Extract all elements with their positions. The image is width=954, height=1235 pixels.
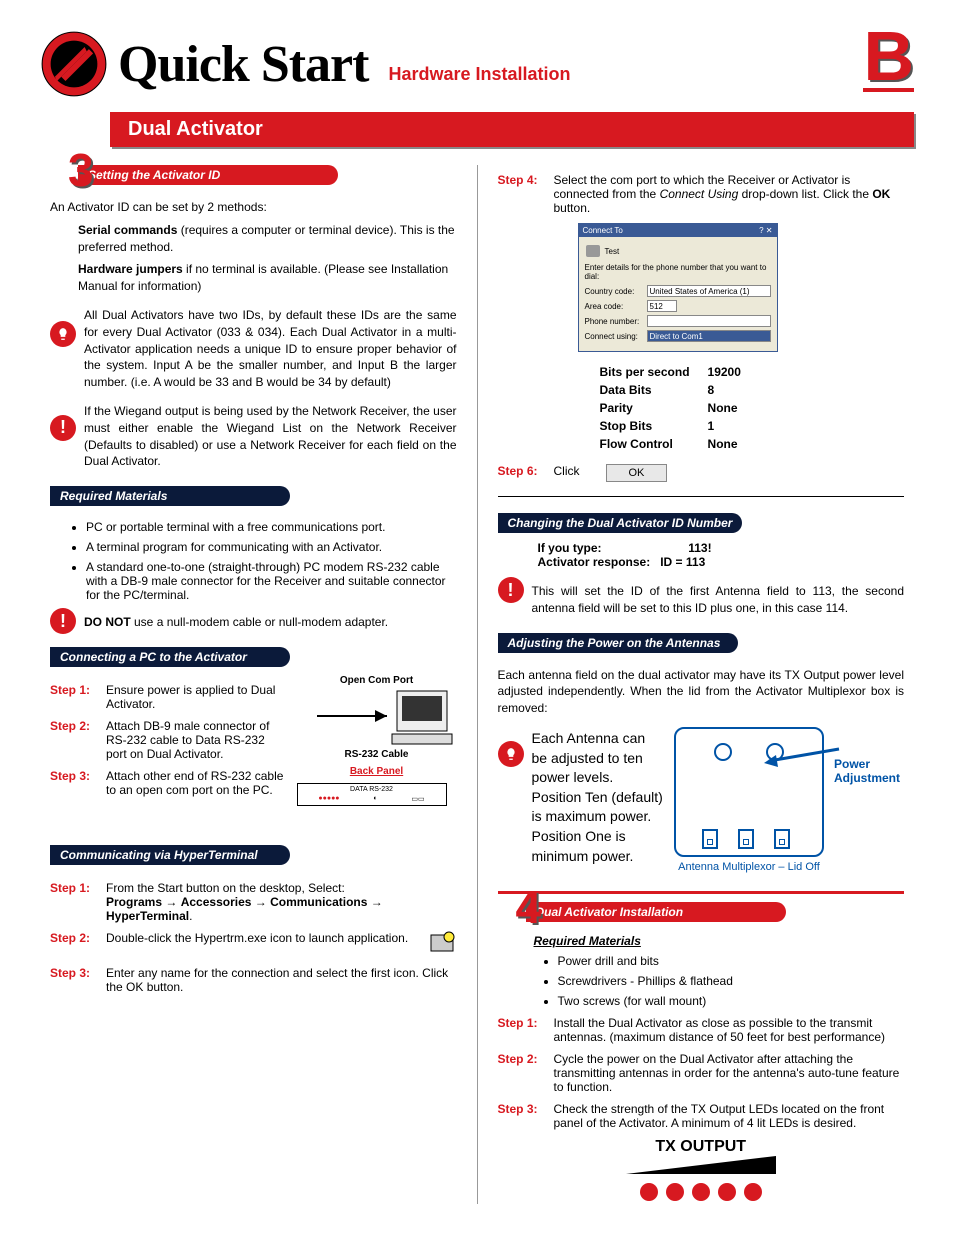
required-list-2: Power drill and bits Screwdrivers - Phil… (558, 954, 905, 1008)
connect-dialog: Connect To? ✕ Test Enter details for the… (578, 223, 778, 352)
phone-icon (585, 243, 601, 259)
hyper-step-2: Step 2: Double-click the Hypertrm.exe ic… (50, 931, 457, 958)
section-title: Dual Activator (110, 112, 914, 147)
tx-output-diagram: TX OUTPUT (498, 1138, 905, 1204)
required-header: Required Materials (534, 934, 905, 948)
install-step-1: Step 1: Install the Dual Activator as cl… (498, 1016, 905, 1044)
warning-icon: ! (50, 608, 76, 634)
note-donot: ! DO NOT use a null-modem cable or null-… (50, 608, 457, 637)
bar-connecting: Connecting a PC to the Activator (50, 647, 290, 667)
title-main: Quick Start (118, 35, 368, 94)
method-serial: Serial commands (requires a computer or … (78, 222, 457, 256)
warning-icon: ! (498, 577, 524, 603)
ok-button[interactable]: OK (606, 464, 668, 482)
arrow-icon (764, 741, 844, 771)
conn-step-3: Step 3: Attach other end of RS-232 cable… (50, 769, 289, 797)
intro-text: An Activator ID can be set by 2 methods: (50, 199, 457, 216)
title-sub: Hardware Installation (388, 64, 570, 85)
bar-power-adjust: Adjusting the Power on the Antennas (498, 633, 738, 653)
required-list: PC or portable terminal with a free comm… (86, 520, 457, 602)
note-ids: All Dual Activators have two IDs, by def… (50, 301, 457, 397)
left-column: 3 Setting the Activator ID An Activator … (40, 165, 478, 1204)
install-step-2: Step 2: Cycle the power on the Dual Acti… (498, 1052, 905, 1094)
bar-install: Dual Activator Installation (526, 902, 786, 922)
wrench-logo-icon (40, 30, 108, 98)
connection-diagram: Open Com Port RS-232 Cable Back Panel DA… (297, 675, 457, 835)
page-header: Quick Start Hardware Installation B (40, 30, 914, 98)
bar-hyperterminal: Communicating via HyperTerminal (50, 845, 290, 865)
bar-required-materials: Required Materials (50, 486, 290, 506)
note-wiegand: ! If the Wiegand output is being used by… (50, 397, 457, 476)
hyper-step-3: Step 3: Enter any name for the connectio… (50, 966, 457, 994)
power-para: Each antenna field on the dual activator… (498, 667, 905, 717)
bar-setting-id: Setting the Activator ID (78, 165, 338, 185)
step-4: Step 4: Select the com port to which the… (498, 173, 905, 215)
step-6: Step 6: Click OK (498, 464, 905, 482)
conn-step-2: Step 2: Attach DB-9 male connector of RS… (50, 719, 289, 761)
bar-change-id: Changing the Dual Activator ID Number (498, 513, 743, 533)
warning-icon: ! (50, 415, 76, 441)
right-column: Step 4: Select the com port to which the… (478, 165, 915, 1204)
bulb-icon (498, 741, 524, 767)
hyper-step-1: Step 1: From the Start button on the des… (50, 881, 457, 923)
conn-step-1: Step 1: Ensure power is applied to Dual … (50, 683, 289, 711)
hyperterm-icon (429, 931, 457, 958)
serial-settings: Bits per second19200 Data Bits8 ParityNo… (598, 362, 759, 454)
install-step-3: Step 3: Check the strength of the TX Out… (498, 1102, 905, 1130)
step-badge-4: 4 (516, 884, 542, 930)
step-badge-3: 3 (68, 147, 94, 193)
note-change-id: ! This will set the ID of the first Ante… (498, 577, 905, 623)
method-jumpers: Hardware jumpers if no terminal is avail… (78, 261, 457, 295)
page-badge: B (863, 28, 914, 92)
tip-icon (50, 321, 76, 347)
